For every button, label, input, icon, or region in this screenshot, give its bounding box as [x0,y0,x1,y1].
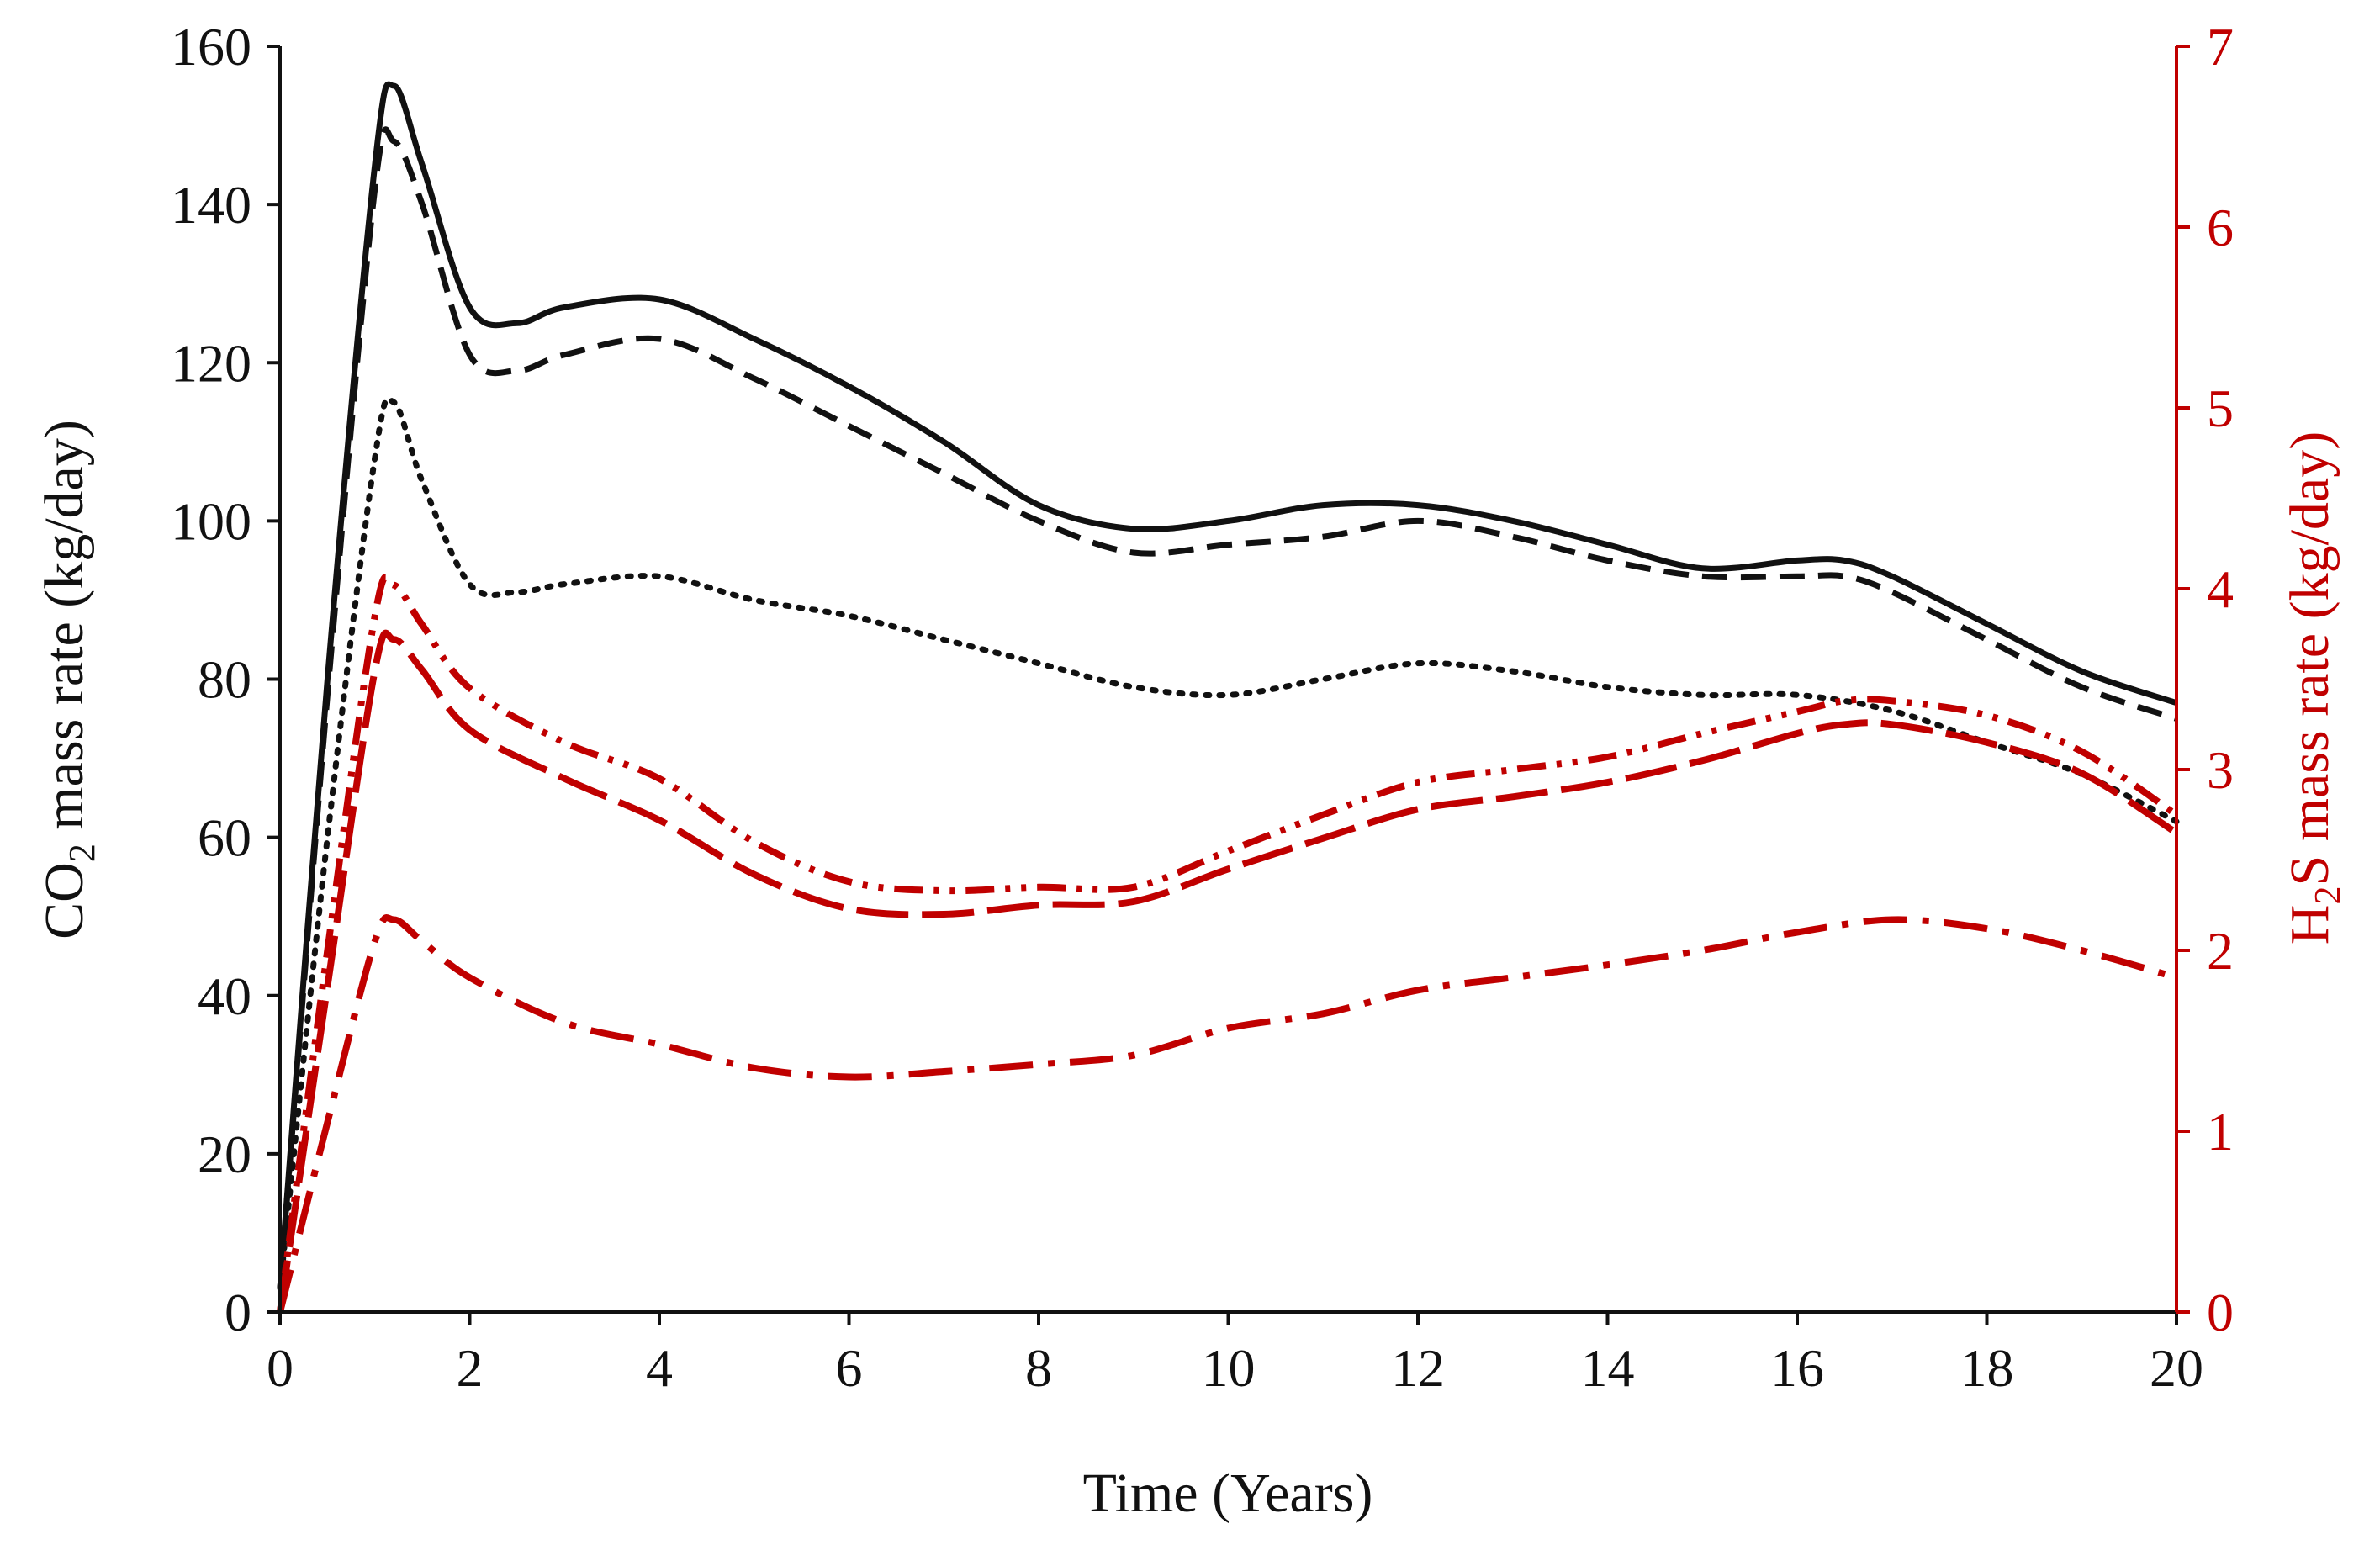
tick-labels-group: 0 2 4 6 8 10 12 14 16 18 2002040608010012014016001… [171,17,2234,1398]
y-left-tick-label: 60 [198,808,251,868]
y-axis-title-left: CO2 mass rate (kg/day) [34,420,103,939]
y-axis-title-right: H2S mass rate (kg/day) [2279,431,2348,944]
x-tick-label: 6 [836,1338,863,1398]
y-left-tick-label: 100 [171,491,251,551]
series-line-co2-dotted [277,395,2180,1292]
x-tick-label: 8 [1025,1338,1052,1398]
x-tick-label: 20 [2150,1338,2203,1398]
series-line-h2s-dashdot [277,914,2178,1313]
y-right-tick-label: 6 [2207,198,2234,257]
y-right-tick-label: 4 [2207,559,2234,619]
y-left-tick-label: 40 [198,966,251,1026]
y-left-tick-label: 140 [171,175,251,235]
x-tick-label: 4 [646,1338,673,1398]
x-tick-label: 10 [1202,1338,1256,1398]
y-left-tick-label: 160 [171,17,251,77]
series-line-co2-dashed [277,126,2178,1289]
y-right-tick-label: 7 [2207,17,2234,77]
x-axis-title: Time (Years) [1083,1463,1373,1524]
y-left-prefix: CO [34,862,95,939]
y-right-prefix: H [2279,905,2340,945]
x-tick-label: 18 [1960,1338,2014,1398]
y-right-tick-label: 0 [2207,1283,2234,1342]
x-tick-label: 14 [1581,1338,1635,1398]
x-tick-label: 12 [1391,1338,1445,1398]
series-line-h2s-longdash [277,629,2179,1313]
x-tick-label: 16 [1770,1338,1824,1398]
y-right-tick-label: 2 [2207,921,2234,981]
x-tick-label: 2 [457,1338,484,1398]
y-right-tick-label: 3 [2207,740,2234,800]
y-right-suffix: S mass rate (kg/day) [2279,431,2340,886]
y-left-tick-label: 0 [225,1283,251,1342]
axes-group [267,45,2190,1325]
y-left-tick-label: 20 [198,1124,251,1184]
y-right-tick-label: 1 [2207,1102,2234,1161]
y-left-tick-label: 80 [198,650,251,710]
series-line-h2s-dashdotdot [277,574,2179,1313]
y-left-suffix: mass rate (kg/day) [34,420,95,844]
y-right-sub: 2 [2307,886,2348,905]
y-right-tick-label: 5 [2207,378,2234,438]
series-group [277,81,2180,1313]
y-left-tick-label: 120 [171,333,251,393]
x-tick-label: 0 [267,1338,294,1398]
y-left-sub: 2 [61,844,103,862]
series-line-co2-solid [277,81,2178,1289]
